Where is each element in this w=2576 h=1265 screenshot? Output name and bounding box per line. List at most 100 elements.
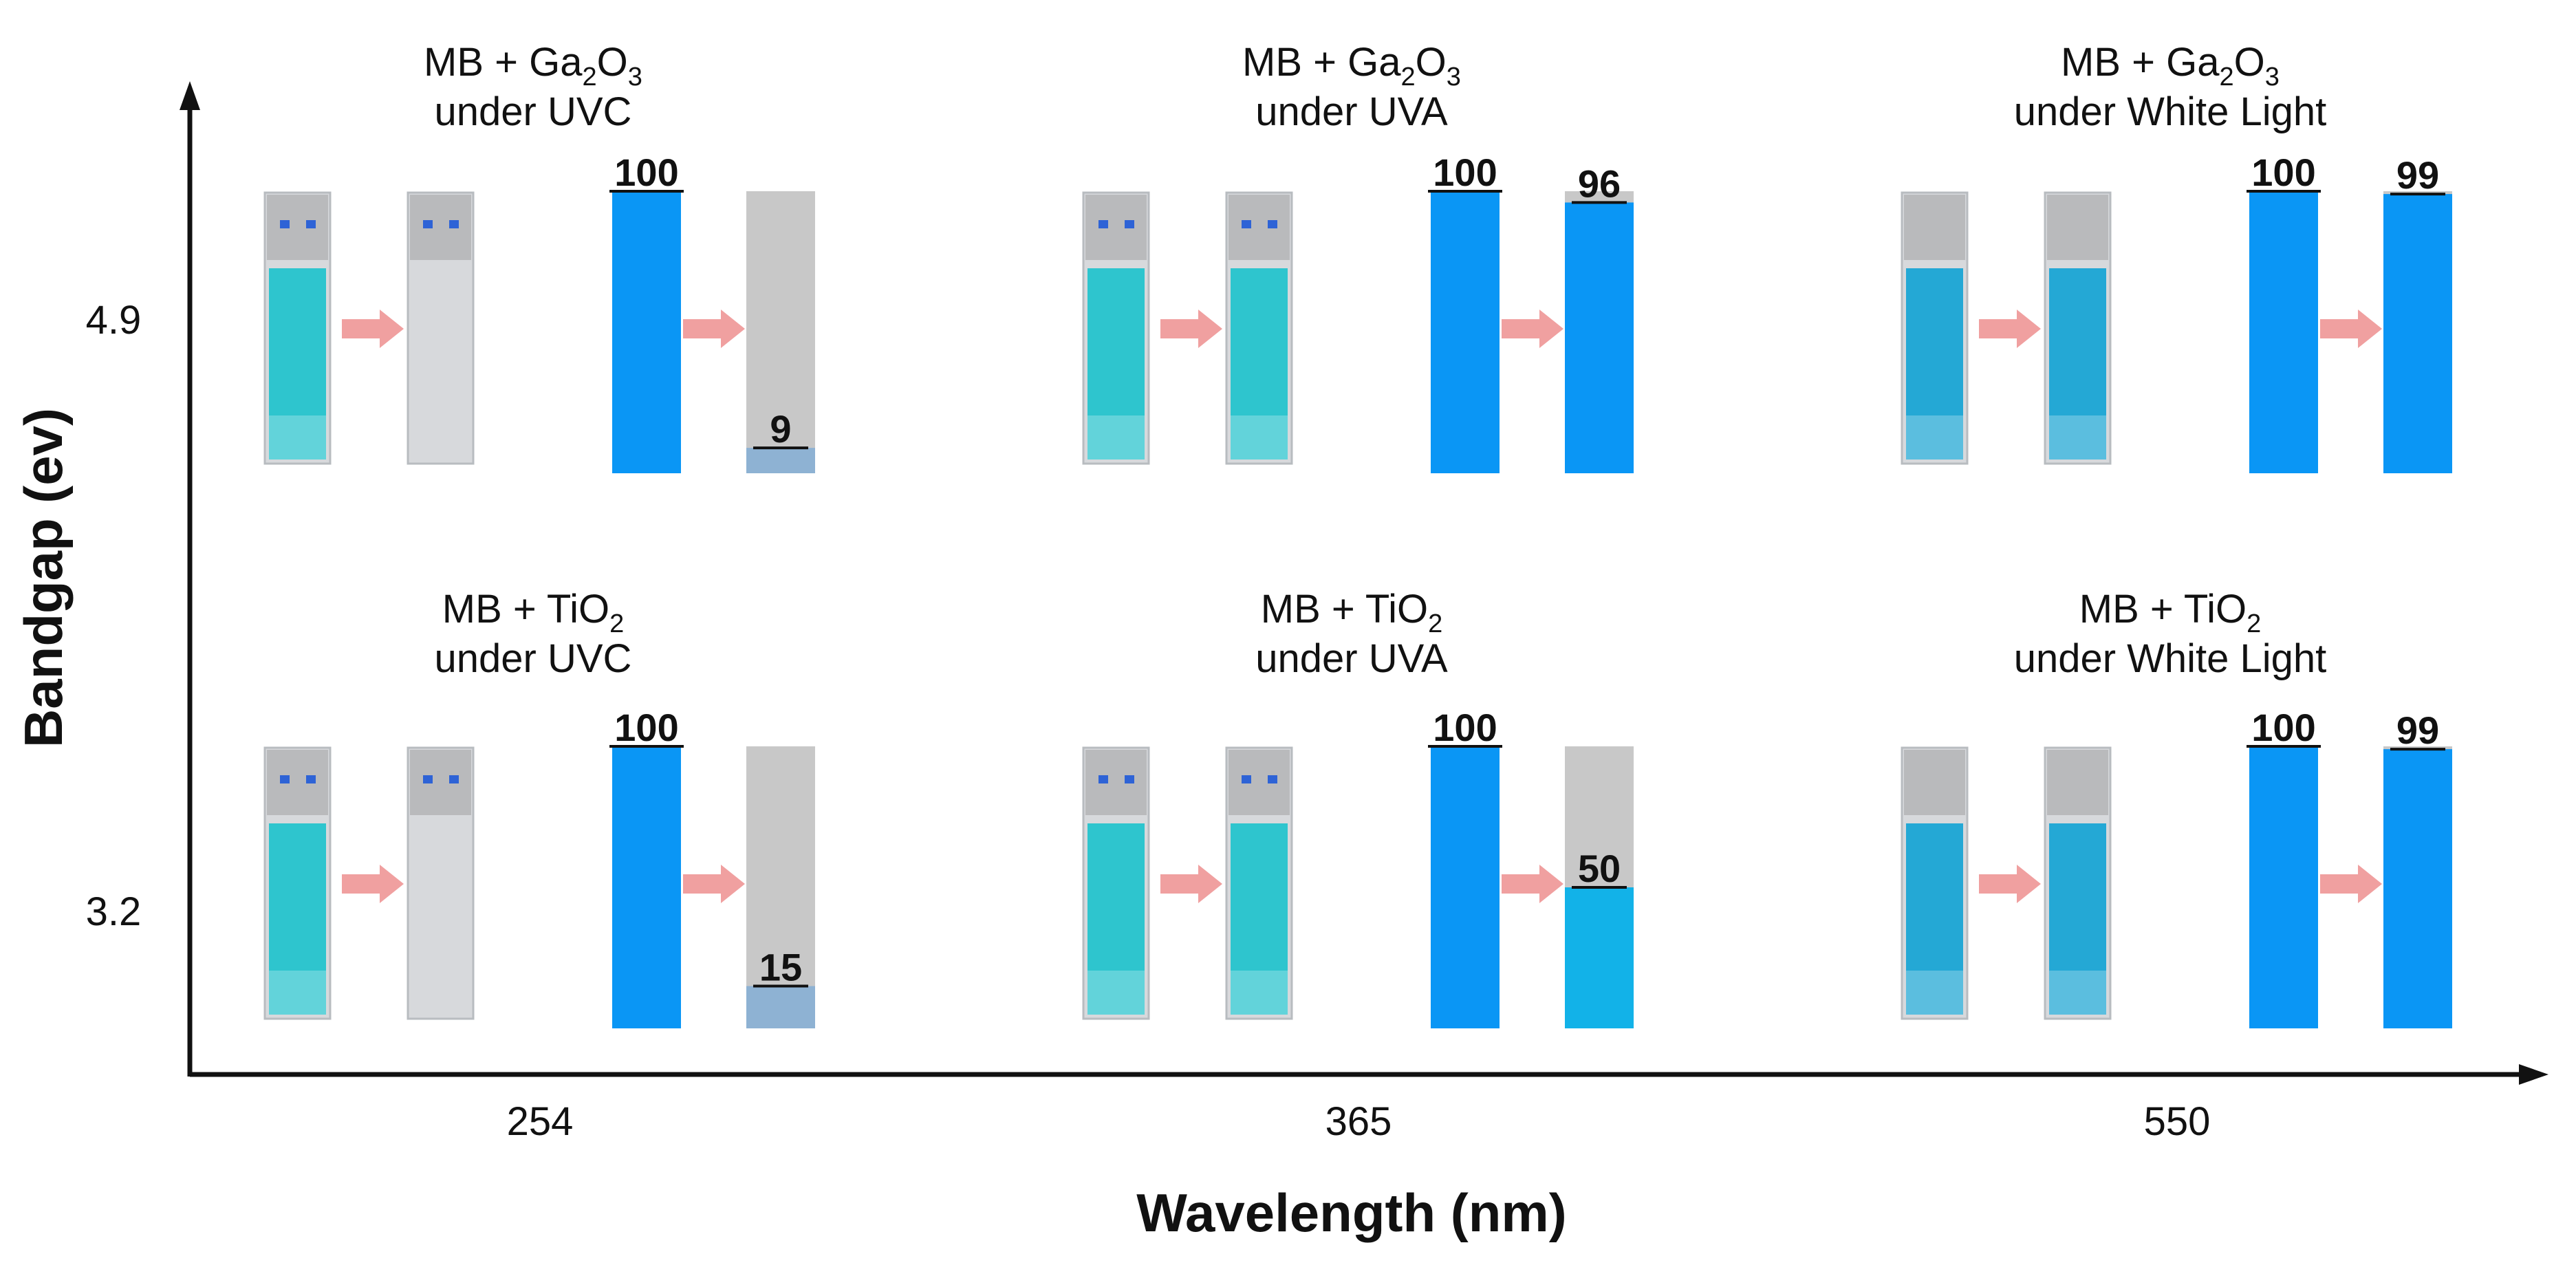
cuvette-cap bbox=[1229, 195, 1290, 260]
cuvette-cap bbox=[267, 750, 328, 815]
x-tick-label: 550 bbox=[2144, 1099, 2211, 1144]
bar-initial bbox=[2249, 746, 2318, 1028]
caption-text: MB + Ga bbox=[1242, 40, 1401, 85]
conversion-arrow bbox=[1979, 310, 2041, 348]
caption-subscript: 2 bbox=[583, 63, 597, 91]
x-axis-title: Wavelength (nm) bbox=[1136, 1182, 1566, 1243]
bar-final-label: 96 bbox=[1578, 162, 1621, 205]
cuvette-bottom-glare bbox=[1231, 971, 1288, 1015]
bar-final bbox=[1565, 202, 1634, 473]
caption-subscript: 2 bbox=[2247, 609, 2261, 638]
cuvette-solution bbox=[1087, 268, 1145, 459]
cuvette-cap bbox=[1085, 195, 1147, 260]
cuvette-marker bbox=[1125, 220, 1134, 228]
bar-final-label: 99 bbox=[2396, 709, 2439, 752]
panel-caption-line1: MB + TiO2 bbox=[442, 587, 624, 638]
cuvette-marker bbox=[449, 775, 459, 783]
cuvette-bottom-glare bbox=[1087, 415, 1145, 459]
caption-subscript: 3 bbox=[1447, 63, 1461, 91]
cuvette-marker bbox=[306, 775, 316, 783]
panel-caption-line1: MB + Ga2O3 bbox=[424, 40, 642, 91]
conversion-arrow bbox=[683, 865, 745, 903]
conversion-arrow bbox=[1160, 310, 1222, 348]
cuvette-before bbox=[1082, 191, 1150, 465]
bar-initial bbox=[612, 746, 681, 1028]
conversion-arrow bbox=[1160, 865, 1222, 903]
bar-final-label: 9 bbox=[770, 407, 791, 451]
caption-text: MB + TiO bbox=[442, 587, 609, 631]
cuvette-solution bbox=[269, 268, 326, 459]
bar-final-label: 50 bbox=[1578, 847, 1621, 890]
y-axis-arrowhead bbox=[180, 81, 200, 110]
bar-initial-label: 100 bbox=[1433, 151, 1497, 194]
cuvette-bottom-glare bbox=[269, 415, 326, 459]
cuvette-after bbox=[2044, 746, 2112, 1020]
cuvette-marker bbox=[423, 775, 433, 783]
cuvette-solution bbox=[1906, 268, 1963, 459]
cuvette-marker bbox=[306, 220, 316, 228]
conversion-arrow bbox=[1979, 865, 2041, 903]
cuvette-solution bbox=[2049, 823, 2106, 1015]
caption-text: O bbox=[2234, 40, 2265, 85]
conversion-arrow bbox=[683, 310, 745, 348]
cuvette-before bbox=[1901, 191, 1969, 465]
conversion-arrow bbox=[2320, 310, 2382, 348]
cuvette-bottom-glare bbox=[2049, 971, 2106, 1015]
x-tick-label: 365 bbox=[1325, 1099, 1392, 1144]
conversion-arrow bbox=[342, 310, 404, 348]
cuvette-solution bbox=[1087, 823, 1145, 1015]
caption-text: O bbox=[1416, 40, 1447, 85]
cuvette-bottom-glare bbox=[1231, 415, 1288, 459]
cuvette-bottom-glare bbox=[1906, 971, 1963, 1015]
cuvette-bottom-glare bbox=[1906, 415, 1963, 459]
conversion-arrow bbox=[2320, 865, 2382, 903]
caption-text: MB + TiO bbox=[2079, 587, 2247, 631]
bar-final bbox=[1565, 887, 1634, 1028]
caption-subscript: 2 bbox=[1401, 63, 1416, 91]
bar-final-label: 99 bbox=[2396, 153, 2439, 197]
bar-initial-label: 100 bbox=[614, 706, 678, 749]
bar-final bbox=[746, 448, 815, 473]
cuvette-cap bbox=[267, 195, 328, 260]
bar-final bbox=[2383, 749, 2452, 1028]
cuvette-marker bbox=[1098, 220, 1108, 228]
cuvette-cap bbox=[2047, 195, 2108, 260]
cuvette-solution bbox=[1231, 268, 1288, 459]
cuvette-marker bbox=[1242, 775, 1251, 783]
caption-text: MB + TiO bbox=[1261, 587, 1428, 631]
bar-initial-label: 100 bbox=[2251, 706, 2315, 749]
panel-caption-line2: under UVA bbox=[1255, 636, 1448, 681]
cuvette-marker bbox=[1125, 775, 1134, 783]
cuvette-cap bbox=[2047, 750, 2108, 815]
conversion-arrow bbox=[1502, 865, 1563, 903]
bar-final-background bbox=[746, 746, 815, 1028]
bar-final-label: 15 bbox=[759, 946, 802, 989]
bar-initial-label: 100 bbox=[1433, 706, 1497, 749]
conversion-arrow bbox=[342, 865, 404, 903]
bar-initial-label: 100 bbox=[614, 151, 678, 194]
panel-caption-line1: MB + Ga2O3 bbox=[2061, 40, 2280, 91]
panel-caption-line2: under White Light bbox=[2014, 89, 2327, 134]
cuvette-cap bbox=[410, 195, 471, 260]
panel-caption-line2: under UVC bbox=[435, 636, 632, 681]
cuvette-marker bbox=[280, 775, 290, 783]
cuvette-cap bbox=[1085, 750, 1147, 815]
cuvette-before bbox=[263, 191, 332, 465]
bar-initial bbox=[1431, 191, 1500, 473]
cuvette-after bbox=[407, 746, 475, 1020]
bar-initial bbox=[612, 191, 681, 473]
panel-caption-line1: MB + TiO2 bbox=[1261, 587, 1442, 638]
caption-subscript: 2 bbox=[1428, 609, 1442, 638]
panel-caption-line2: under UVA bbox=[1255, 89, 1448, 134]
caption-subscript: 2 bbox=[2220, 63, 2234, 91]
cuvette-marker bbox=[1242, 220, 1251, 228]
bar-final bbox=[2383, 194, 2452, 473]
cuvette-cap bbox=[410, 750, 471, 815]
